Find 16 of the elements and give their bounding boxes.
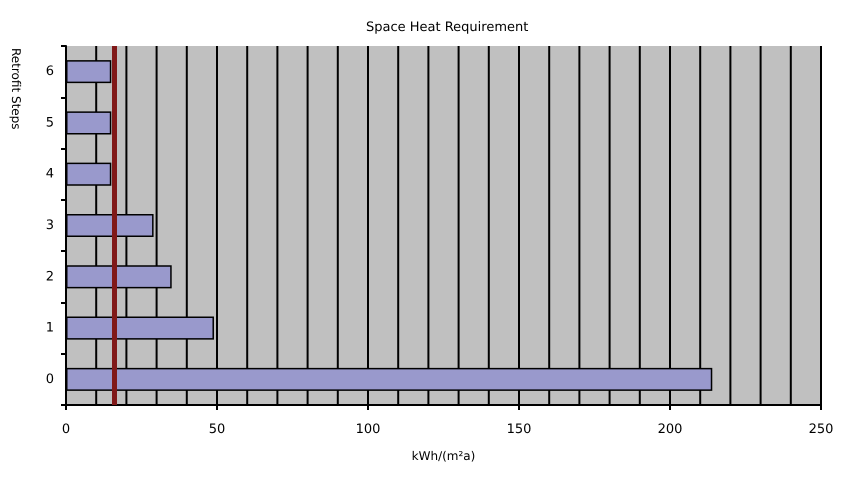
x-tick-label: 200 [658,422,682,437]
y-tick-label: 1 [46,320,54,336]
x-axis-title: kWh/(m²a) [412,449,476,463]
y-tick-label: 6 [46,64,54,80]
chart-title: Space Heat Requirement [366,20,528,35]
y-tick-label: 0 [46,372,54,387]
x-tick-label: 250 [808,422,834,437]
x-tick-label: 150 [506,422,532,437]
x-tick-label: 0 [62,422,70,437]
y-tick-label: 4 [46,166,54,182]
x-tick-label: 100 [356,422,380,437]
y-tick-label: 3 [46,218,54,233]
y-tick-label: 5 [46,115,54,130]
x-tick-label: 50 [208,422,226,437]
y-axis-title: Retrofit Steps [9,48,23,130]
y-tick-label: 2 [46,269,54,284]
